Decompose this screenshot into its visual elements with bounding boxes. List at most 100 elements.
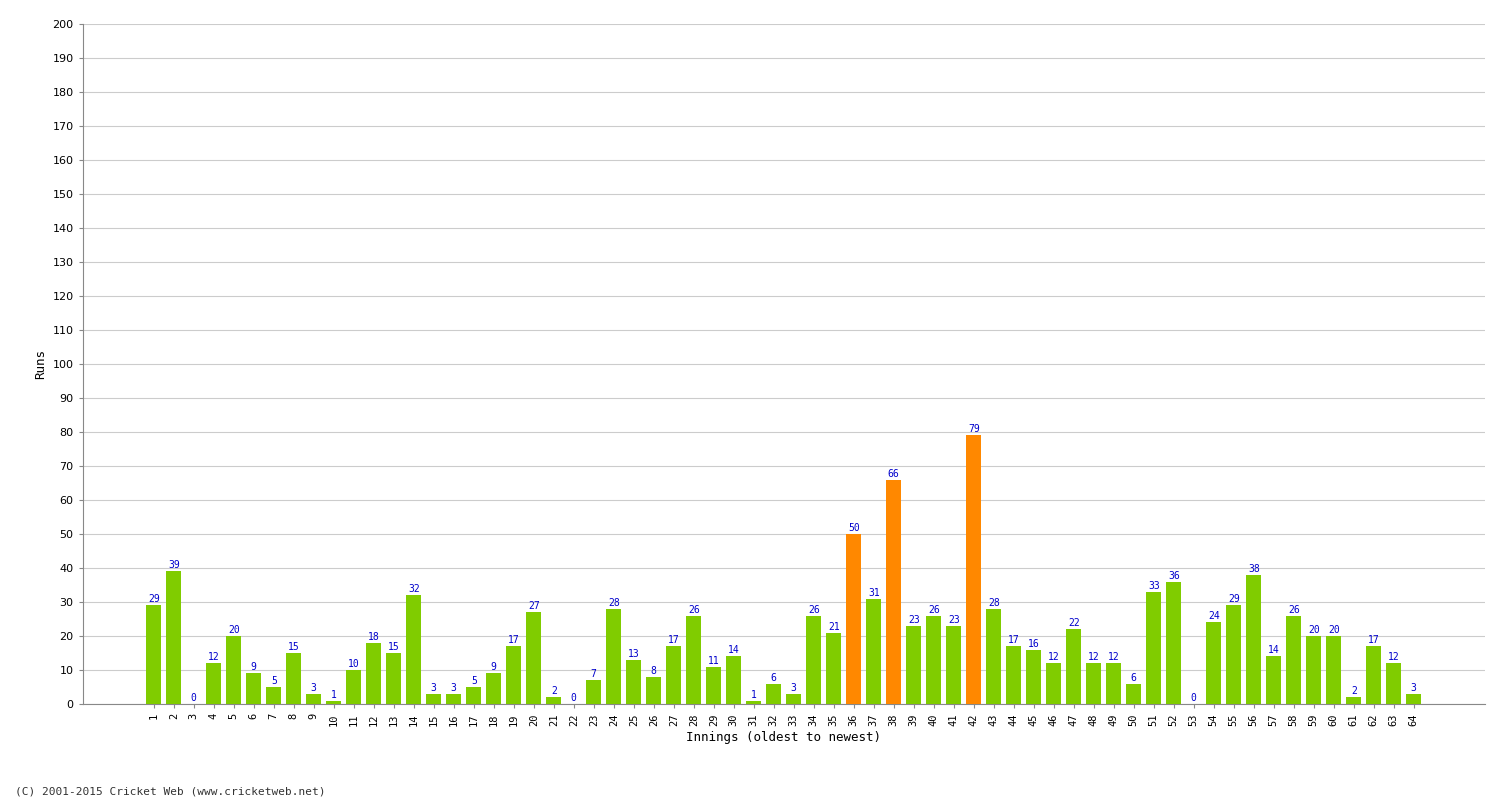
Bar: [286, 653, 302, 704]
Text: 17: 17: [1368, 635, 1380, 645]
Text: 9: 9: [251, 662, 257, 672]
Text: 28: 28: [988, 598, 999, 608]
Bar: [766, 683, 782, 704]
Bar: [1066, 629, 1082, 704]
Bar: [327, 701, 340, 704]
Text: 1: 1: [332, 690, 336, 699]
Bar: [387, 653, 402, 704]
Text: 0: 0: [1191, 693, 1197, 703]
Bar: [206, 663, 222, 704]
Text: 26: 26: [688, 605, 699, 614]
Bar: [546, 697, 561, 704]
Text: 2: 2: [550, 686, 556, 696]
Text: 2: 2: [1352, 686, 1356, 696]
Bar: [946, 626, 962, 704]
Text: 12: 12: [209, 652, 219, 662]
Bar: [366, 643, 381, 704]
Bar: [966, 435, 981, 704]
Text: 15: 15: [288, 642, 300, 652]
Bar: [627, 660, 642, 704]
Bar: [346, 670, 362, 704]
Bar: [926, 616, 942, 704]
Text: 3: 3: [430, 682, 436, 693]
Text: 10: 10: [348, 659, 360, 669]
Text: 28: 28: [608, 598, 619, 608]
Text: 66: 66: [888, 469, 900, 478]
Bar: [526, 612, 542, 704]
Text: 0: 0: [572, 693, 576, 703]
Text: 6: 6: [771, 673, 777, 682]
Text: 22: 22: [1068, 618, 1080, 628]
Bar: [1126, 683, 1142, 704]
Text: 12: 12: [1088, 652, 1100, 662]
Bar: [1227, 606, 1242, 704]
Text: 16: 16: [1028, 638, 1039, 649]
Text: 1: 1: [752, 690, 756, 699]
Bar: [586, 680, 602, 704]
Text: 15: 15: [388, 642, 399, 652]
Bar: [1206, 622, 1221, 704]
Bar: [1246, 574, 1262, 704]
Text: 20: 20: [1328, 625, 1340, 635]
Bar: [827, 633, 842, 704]
Bar: [1286, 616, 1300, 704]
Text: 18: 18: [368, 632, 380, 642]
Bar: [1146, 592, 1161, 704]
Bar: [747, 701, 760, 704]
Bar: [267, 687, 282, 704]
Bar: [726, 656, 741, 704]
Text: 27: 27: [528, 601, 540, 611]
Text: 3: 3: [452, 682, 456, 693]
Bar: [906, 626, 921, 704]
Text: 23: 23: [948, 614, 960, 625]
Text: 6: 6: [1131, 673, 1137, 682]
Bar: [807, 616, 822, 704]
Bar: [1167, 582, 1182, 704]
Text: 17: 17: [668, 635, 680, 645]
Bar: [1086, 663, 1101, 704]
Bar: [786, 694, 801, 704]
Text: 12: 12: [1388, 652, 1400, 662]
Text: 5: 5: [272, 676, 276, 686]
Text: 12: 12: [1048, 652, 1059, 662]
Bar: [1306, 636, 1322, 704]
Bar: [1007, 646, 1022, 704]
Bar: [1047, 663, 1062, 704]
Text: (C) 2001-2015 Cricket Web (www.cricketweb.net): (C) 2001-2015 Cricket Web (www.cricketwe…: [15, 786, 326, 796]
Bar: [166, 571, 182, 704]
Bar: [846, 534, 861, 704]
Text: 21: 21: [828, 622, 840, 631]
Text: 0: 0: [190, 693, 196, 703]
Text: 31: 31: [868, 587, 879, 598]
Text: 13: 13: [628, 649, 639, 658]
Text: 32: 32: [408, 584, 420, 594]
Bar: [706, 666, 722, 704]
Text: 12: 12: [1108, 652, 1119, 662]
Text: 50: 50: [847, 523, 859, 533]
Text: 17: 17: [509, 635, 519, 645]
Bar: [1106, 663, 1120, 704]
Bar: [646, 677, 662, 704]
Bar: [1026, 650, 1041, 704]
Text: 8: 8: [651, 666, 657, 676]
Bar: [987, 609, 1002, 704]
Bar: [246, 674, 261, 704]
Text: 26: 26: [1288, 605, 1299, 614]
Text: 3: 3: [790, 682, 796, 693]
Bar: [606, 609, 621, 704]
Bar: [1407, 694, 1422, 704]
Text: 24: 24: [1208, 611, 1219, 622]
Bar: [506, 646, 522, 704]
Bar: [666, 646, 681, 704]
Text: 20: 20: [1308, 625, 1320, 635]
Text: 23: 23: [908, 614, 920, 625]
Bar: [306, 694, 321, 704]
Text: 39: 39: [168, 560, 180, 570]
Text: 38: 38: [1248, 564, 1260, 574]
Text: 14: 14: [1268, 646, 1280, 655]
Bar: [426, 694, 441, 704]
Text: 14: 14: [728, 646, 740, 655]
Bar: [867, 598, 882, 704]
Text: 33: 33: [1148, 581, 1160, 590]
Text: 79: 79: [968, 424, 980, 434]
